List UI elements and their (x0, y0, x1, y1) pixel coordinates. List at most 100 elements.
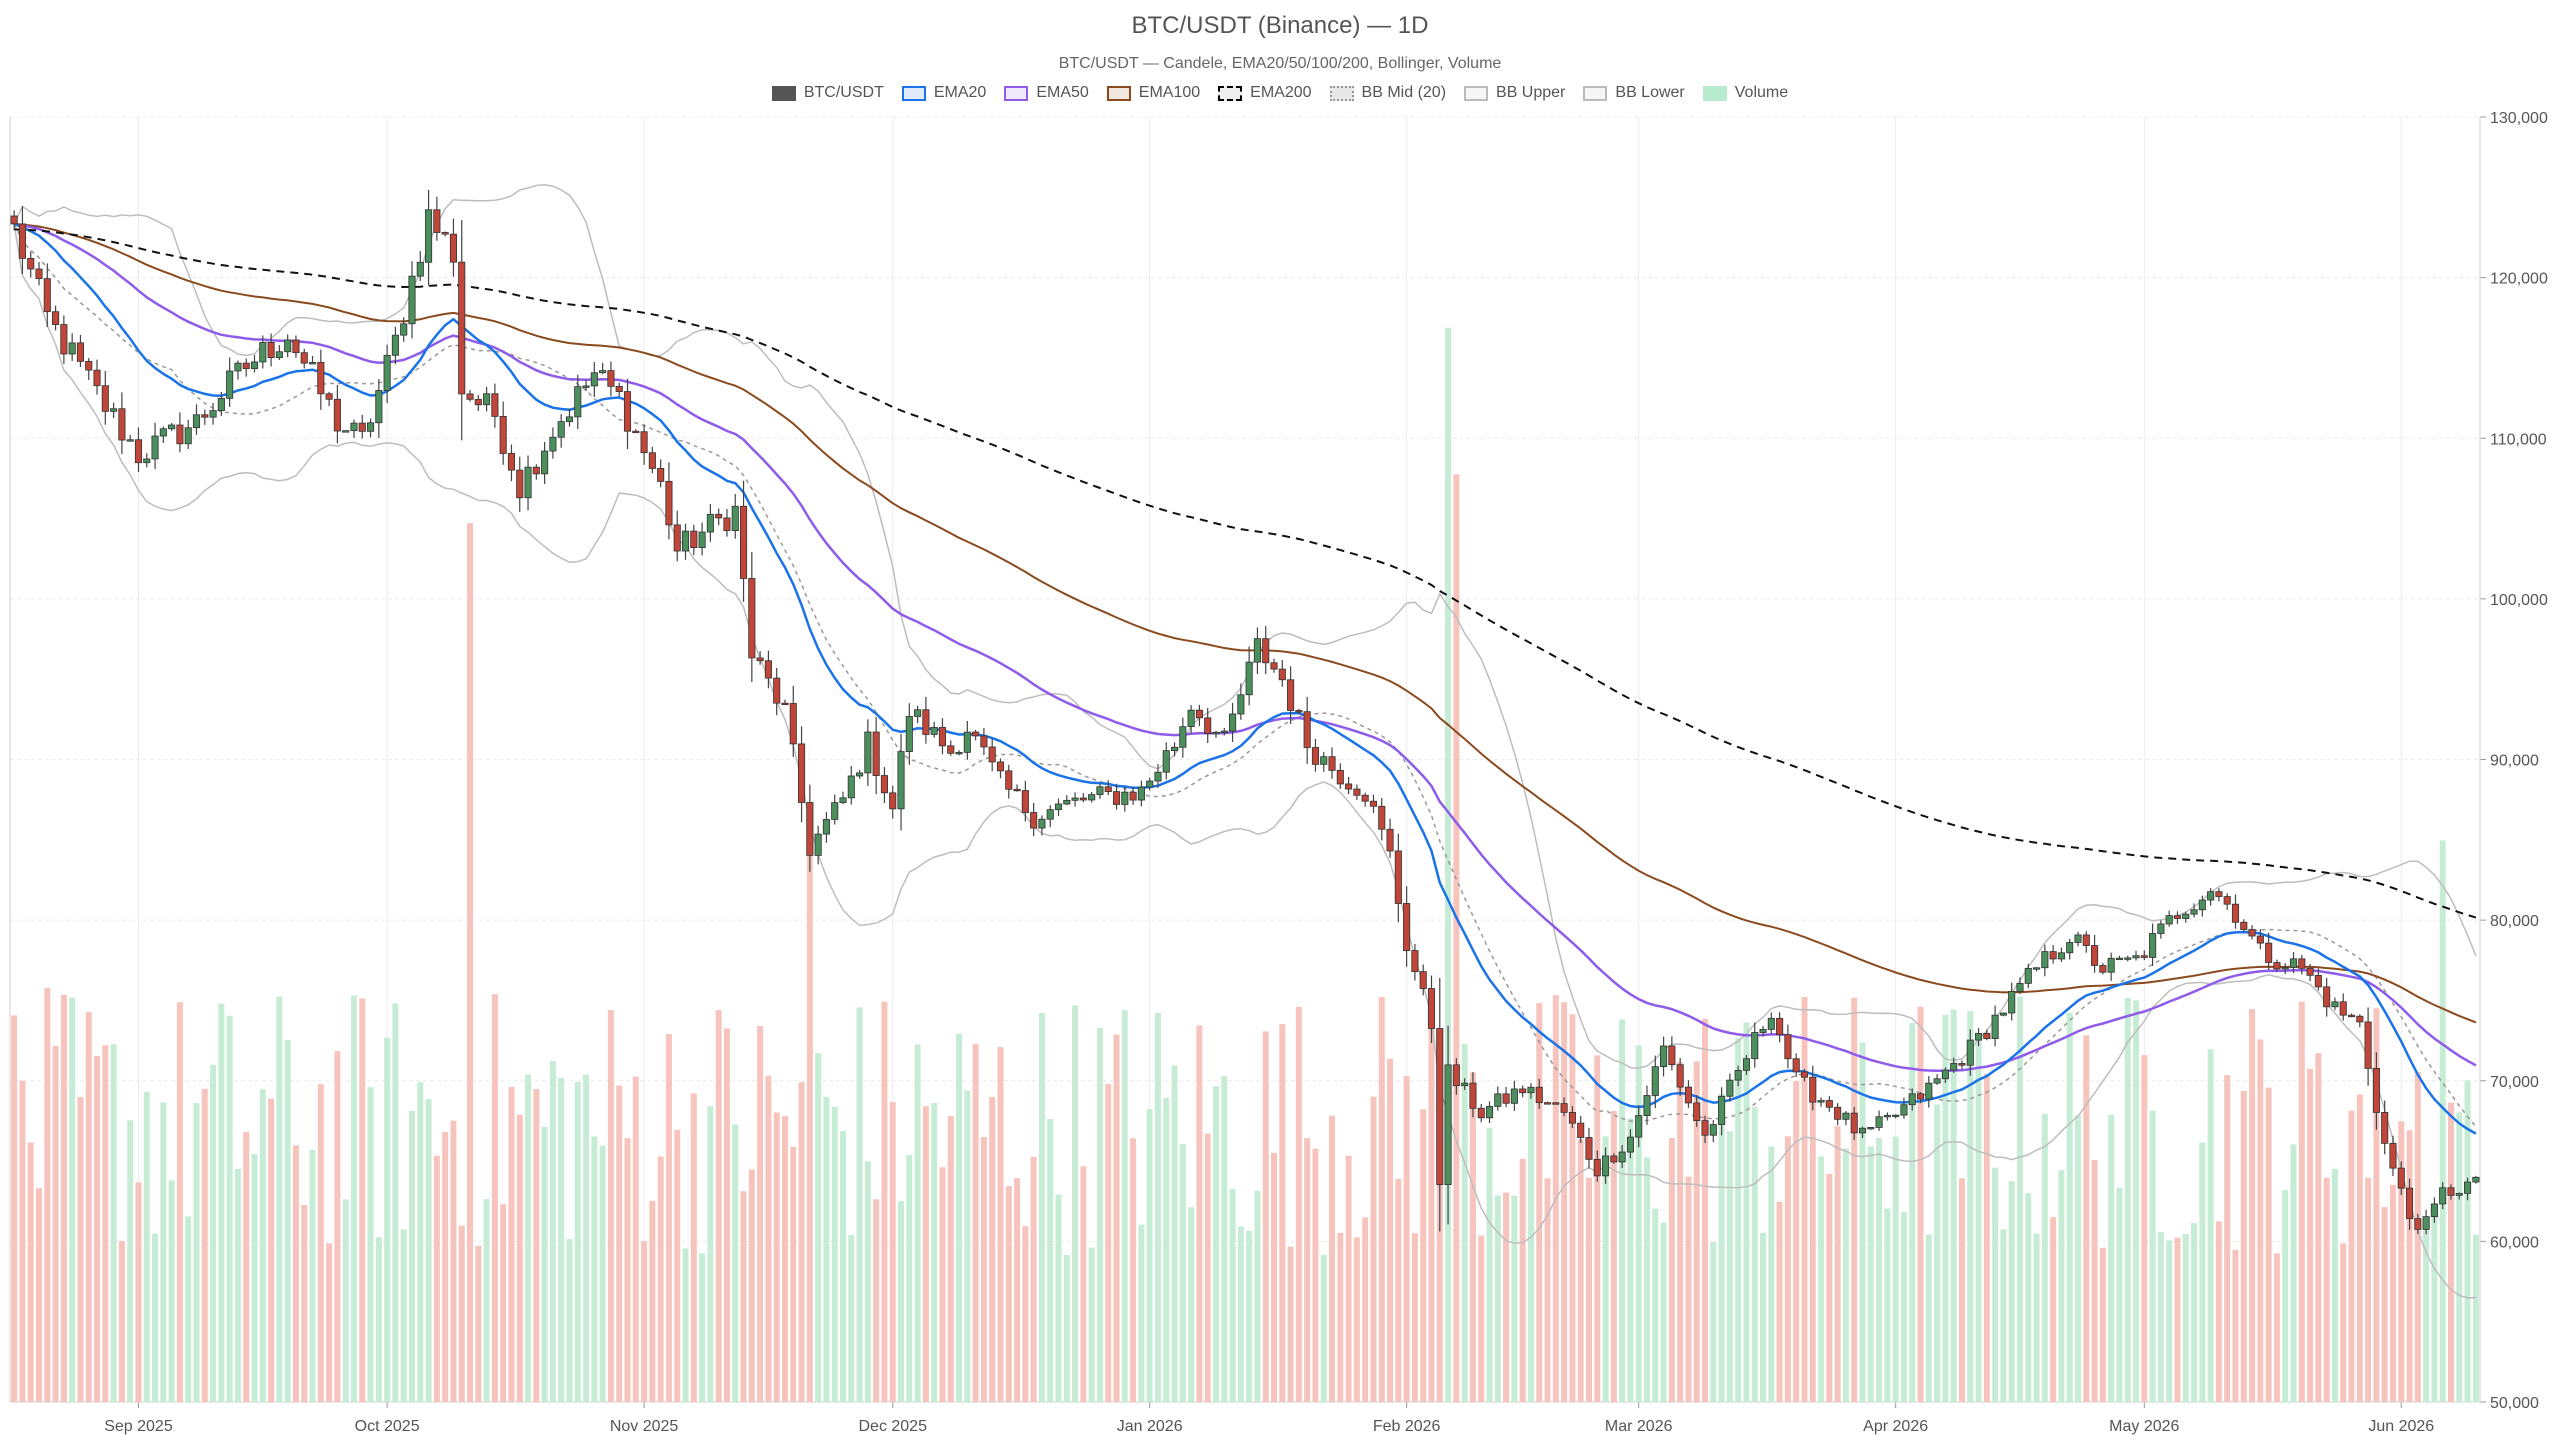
volume-bar (1726, 1131, 1733, 1402)
candle-body (2231, 903, 2240, 923)
candle-body (1693, 1102, 1701, 1121)
legend-label: BB Upper (1496, 84, 1566, 101)
candle-body (1278, 668, 1286, 681)
candle-body (1030, 812, 1038, 829)
candle-body (408, 275, 416, 325)
candle-body (1892, 1114, 1900, 1118)
candle-body (1477, 1107, 1485, 1119)
volume-bar (674, 1129, 681, 1402)
volume-bar (641, 1241, 648, 1402)
candle-body (2190, 909, 2198, 915)
volume-bar (400, 1229, 407, 1402)
volume-bar (1909, 1023, 1916, 1402)
ema20-line (13, 222, 2477, 1135)
candle-body (1054, 803, 1063, 811)
volume-bar (947, 1116, 954, 1402)
legend-item[interactable]: EMA200 (1218, 84, 1312, 102)
legend-item[interactable]: BTC/USDT (771, 84, 884, 102)
candle-body (2472, 1176, 2480, 1183)
candle-body (1195, 709, 1203, 719)
candle-body (2372, 1067, 2380, 1113)
volume-bar (1271, 1152, 1277, 1402)
volume-bar (19, 1080, 26, 1402)
candle-body (2347, 1014, 2356, 1018)
volume-bar (931, 1102, 938, 1402)
legend-item[interactable]: Volume (1702, 84, 1788, 102)
legend-item[interactable]: BB Upper (1464, 84, 1565, 102)
candle-body (731, 505, 739, 532)
candle-body (1154, 771, 1162, 782)
volume-bar (549, 1060, 556, 1402)
candle-body (1436, 1028, 1444, 1186)
volume-bar (2058, 1170, 2065, 1402)
volume-bar (2050, 1217, 2057, 1402)
volume-bar (1403, 1075, 1410, 1402)
volume-bar (1892, 1136, 1899, 1402)
candle-body (1983, 1033, 1991, 1040)
candle-body (599, 370, 607, 374)
volume-bar (392, 1003, 399, 1402)
volume-bar (259, 1089, 266, 1402)
volume-bar (1478, 1235, 1485, 1402)
candle-body (391, 334, 399, 356)
volume-bar (384, 1037, 391, 1402)
legend-item[interactable]: BB Mid (20) (1329, 84, 1446, 102)
volume-bar (1527, 1089, 1534, 1402)
candle-body (773, 677, 781, 704)
x-tick-label: May 2026 (2109, 1418, 2179, 1435)
volume-bar (491, 994, 498, 1402)
legend-item[interactable]: EMA20 (901, 84, 986, 102)
x-tick-label: Oct 2025 (355, 1418, 420, 1435)
legend-swatch (901, 85, 926, 101)
volume-bar (433, 1155, 440, 1402)
volume-bar (102, 1045, 109, 1402)
candle-body (582, 385, 590, 388)
candle-body (2339, 1001, 2347, 1016)
legend-item[interactable]: EMA100 (1106, 84, 1201, 102)
candle-body (101, 385, 109, 412)
volume-bar (1693, 1061, 1700, 1402)
candle-body (1112, 791, 1121, 805)
x-tick-label: Jun 2026 (2368, 1418, 2434, 1435)
candle-body (1137, 786, 1145, 801)
candle-body (1684, 1086, 1692, 1104)
volume-bar (475, 1245, 482, 1402)
candle-body (2074, 934, 2082, 943)
legend-item[interactable]: BB Lower (1583, 84, 1685, 102)
candle-body (2124, 957, 2132, 960)
candle-body (267, 342, 275, 359)
volume-bar (1353, 1237, 1360, 1402)
candle-body (872, 731, 880, 776)
volume-bar (1992, 1167, 1999, 1402)
candle-body (449, 233, 457, 263)
volume-bar (2265, 1087, 2272, 1402)
volume-bar (1511, 1195, 1518, 1402)
candle-body (889, 792, 897, 810)
volume-bar (848, 1234, 855, 1402)
candle-body (1635, 1115, 1643, 1138)
candle-body (76, 342, 85, 362)
volume-bar (243, 1131, 250, 1402)
candle-body (1908, 1093, 1916, 1106)
candle-body (1767, 1017, 1775, 1030)
volume-bar (1950, 1009, 1957, 1402)
volume-bar (276, 996, 283, 1402)
volume-bar (60, 994, 67, 1402)
volume-bar (1834, 1126, 1841, 1402)
volume-bar (840, 1130, 846, 1402)
volume-bar (1486, 1127, 1493, 1402)
volume-bar (2240, 1090, 2247, 1402)
volume-bar (350, 995, 357, 1402)
volume-bar (135, 1182, 142, 1402)
candle-body (2057, 952, 2065, 960)
volume-bar (292, 1145, 299, 1402)
legend-swatch (1329, 85, 1354, 101)
candle-body (458, 261, 466, 395)
bb-lower-line (13, 223, 2476, 1299)
legend-label: EMA100 (1138, 84, 1201, 101)
candle-body (1303, 711, 1311, 748)
candle-body (201, 414, 209, 418)
legend-item[interactable]: EMA50 (1004, 84, 1089, 102)
x-tick-label: Dec 2025 (858, 1418, 927, 1435)
volume-bar (1569, 1014, 1576, 1402)
